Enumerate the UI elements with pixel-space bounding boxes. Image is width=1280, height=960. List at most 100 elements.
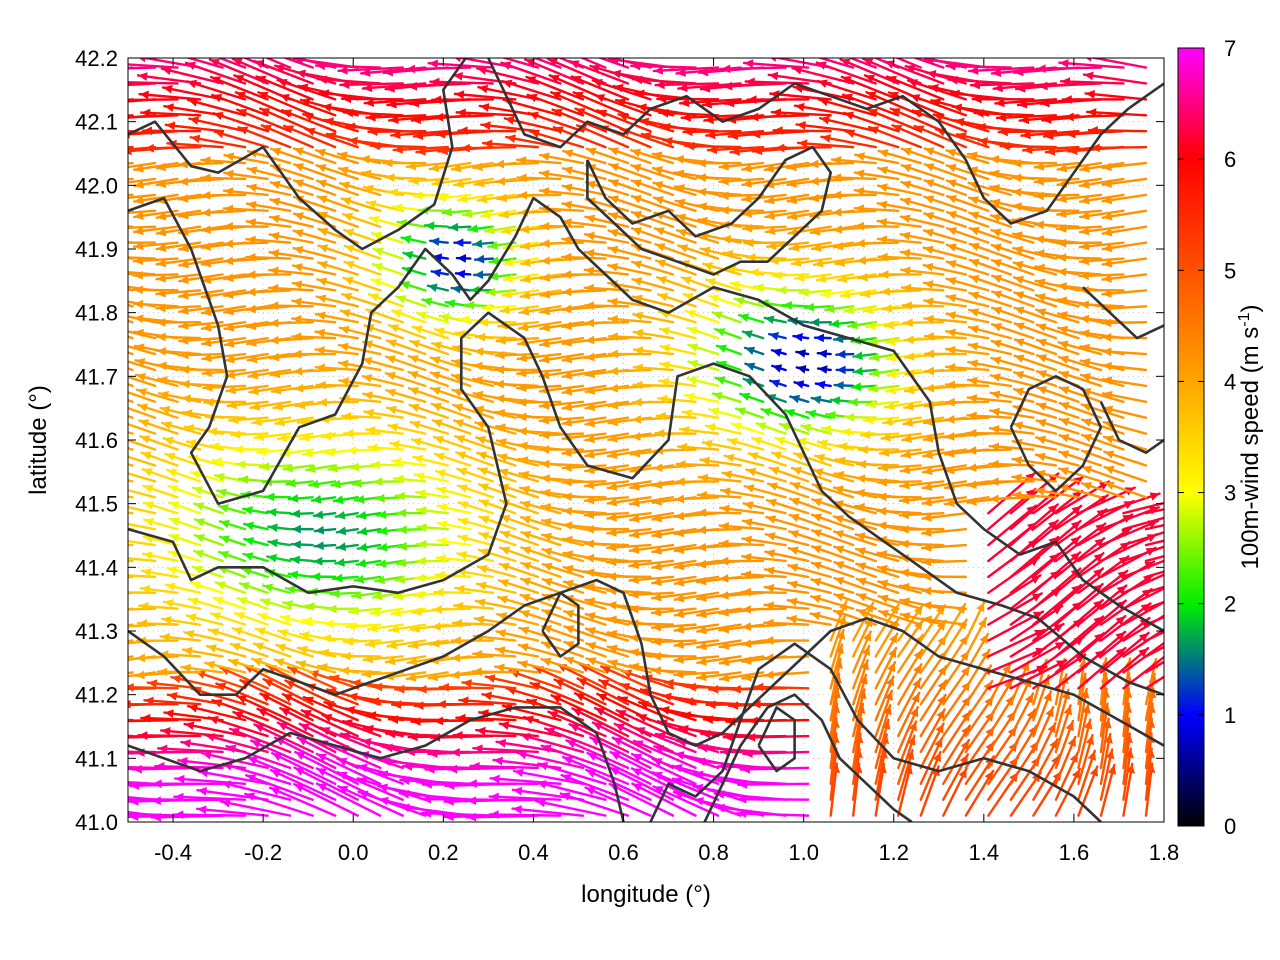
wind-arrow-shaft	[173, 813, 247, 817]
wind-arrow-head	[205, 660, 216, 670]
wind-arrow-head	[319, 648, 330, 658]
wind-arrow-head	[151, 796, 161, 806]
wind-arrow-head	[414, 701, 424, 710]
wind-arrow	[1144, 645, 1164, 658]
wind-arrow	[268, 786, 337, 817]
wind-arrow-head	[878, 594, 889, 603]
wind-arrow-shaft	[598, 678, 652, 706]
wind-arrow-head	[318, 663, 328, 672]
wind-arrow	[293, 782, 359, 817]
wind-arrow-head	[1063, 705, 1073, 716]
wind-arrow-shaft	[672, 790, 742, 817]
wind-arrow	[628, 604, 675, 614]
wind-arrow-head	[90, 673, 100, 682]
wind-arrow-head	[865, 602, 874, 613]
wind-arrow-head	[878, 564, 888, 574]
wind-arrow-head	[184, 721, 195, 731]
wind-arrow-head	[703, 715, 713, 724]
wind-arrow-head	[444, 812, 454, 822]
wind-arrow	[561, 755, 630, 785]
wind-arrow-head	[629, 662, 640, 672]
wind-arrow-head	[737, 794, 747, 804]
wind-arrow	[484, 674, 540, 690]
wind-arrow-head	[472, 667, 482, 676]
wind-arrow-head	[520, 593, 531, 602]
wind-arrow-head	[128, 485, 129, 487]
wind-arrow-head	[585, 568, 595, 578]
wind-arrow-head	[63, 770, 73, 779]
wind-arrow	[696, 623, 742, 635]
wind-arrow-head	[129, 812, 139, 822]
wind-arrow-head	[462, 679, 472, 688]
wind-arrow-head	[607, 601, 617, 610]
wind-arrow-head	[834, 609, 845, 618]
wind-arrow	[196, 787, 269, 801]
wind-arrow-head	[701, 729, 711, 739]
wind-arrow	[673, 607, 720, 619]
wind-arrow-shaft	[235, 694, 292, 722]
wind-arrow	[90, 671, 134, 682]
wind-arrow-shaft	[1144, 675, 1164, 690]
wind-arrow-head	[1065, 721, 1074, 732]
wind-arrow	[475, 726, 540, 738]
wind-arrow-head	[230, 642, 241, 651]
wind-arrow-head	[368, 623, 378, 633]
wind-arrow-head	[409, 640, 419, 650]
wind-arrow-head	[107, 780, 116, 789]
wind-arrow-head	[572, 708, 583, 717]
wind-arrow	[852, 601, 875, 642]
wind-arrow-head	[493, 756, 503, 766]
wind-arrow-head	[454, 601, 464, 611]
wind-arrow	[736, 780, 810, 789]
wind-arrow-head	[144, 696, 154, 706]
wind-arrow	[571, 707, 630, 738]
wind-arrow-head	[1138, 648, 1148, 658]
wind-arrow-shaft	[505, 687, 562, 706]
wind-arrow-head	[467, 812, 477, 822]
wind-arrow-shaft	[1032, 551, 1082, 594]
wind-arrow-head	[400, 803, 410, 813]
wind-arrow-head	[383, 743, 393, 753]
wind-arrow	[452, 731, 517, 740]
wind-arrow-head	[430, 639, 440, 648]
wind-arrow	[259, 598, 292, 610]
wind-arrow-head	[741, 605, 751, 614]
wind-arrow-head	[542, 562, 553, 572]
wind-arrow	[833, 561, 877, 579]
wind-arrow-head	[453, 731, 463, 740]
wind-arrow-head	[167, 691, 178, 701]
wind-arrow-head	[356, 558, 367, 568]
wind-arrow-head	[340, 732, 351, 741]
wind-arrow-head	[290, 555, 300, 565]
wind-arrow-head	[1067, 736, 1076, 747]
wind-arrow-head	[1071, 768, 1080, 779]
wind-arrow-head	[349, 606, 359, 616]
wind-arrow-head	[1032, 611, 1043, 620]
wind-arrow-head	[467, 779, 477, 788]
wind-arrow	[1144, 675, 1164, 690]
wind-arrow-head	[188, 597, 199, 606]
wind-arrow-head	[132, 764, 142, 774]
wind-arrow-head	[288, 667, 299, 675]
wind-arrow	[254, 627, 292, 642]
wind-arrow-head	[1049, 739, 1058, 750]
wind-arrow-shaft	[128, 781, 134, 785]
wind-arrow	[181, 646, 224, 658]
wind-arrow-shaft	[1077, 584, 1128, 626]
wind-arrow	[252, 642, 292, 658]
wind-arrow-head	[165, 582, 176, 592]
wind-arrow	[162, 599, 202, 610]
wind-arrow-shaft	[128, 607, 134, 611]
wind-arrow-shaft	[1122, 587, 1164, 610]
wind-arrow-head	[482, 691, 493, 701]
wind-arrow	[140, 713, 202, 723]
wind-arrow-head	[595, 708, 606, 717]
wind-arrow-head	[787, 614, 797, 624]
wind-arrow	[605, 572, 652, 581]
wind-arrow-head	[585, 787, 596, 796]
wind-arrow	[494, 646, 540, 658]
wind-arrow	[518, 626, 562, 642]
wind-arrow	[164, 582, 202, 594]
wind-arrow-head	[1003, 679, 1013, 690]
wind-arrow	[753, 682, 810, 692]
